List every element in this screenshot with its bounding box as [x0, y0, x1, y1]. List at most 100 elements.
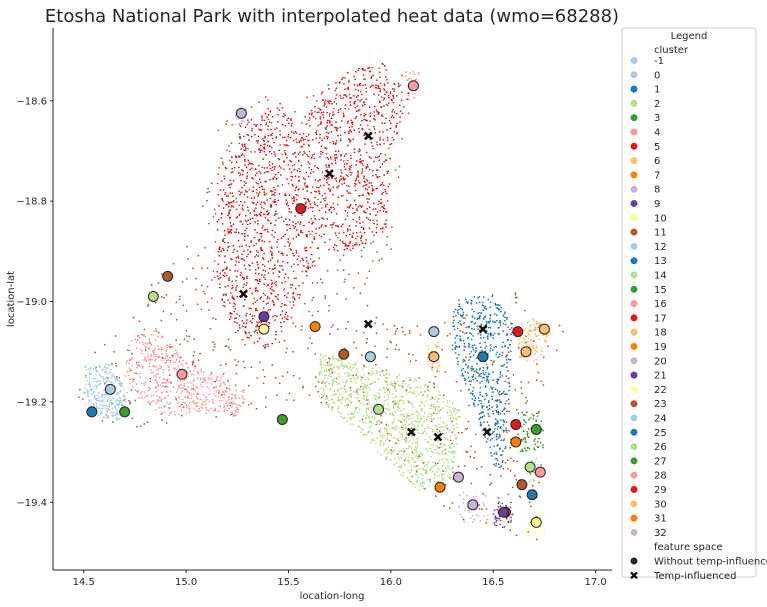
observation-point: [324, 295, 327, 297]
observation-point: [525, 327, 527, 329]
observation-point: [183, 382, 186, 385]
observation-point: [475, 349, 478, 352]
observation-point: [186, 389, 189, 391]
observation-point: [420, 407, 423, 410]
observation-point: [289, 301, 292, 303]
observation-point: [283, 288, 286, 291]
observation-point: [143, 359, 145, 361]
observation-point: [347, 86, 350, 89]
observation-point: [397, 176, 400, 179]
observation-point: [296, 141, 298, 144]
observation-point: [394, 399, 397, 401]
observation-point: [319, 116, 322, 118]
observation-point: [265, 122, 268, 124]
observation-point: [268, 145, 271, 148]
observation-point: [160, 399, 163, 402]
observation-point: [242, 360, 245, 363]
observation-point: [484, 315, 487, 317]
observation-point: [365, 211, 367, 214]
observation-point: [218, 379, 221, 382]
observation-point: [97, 394, 100, 397]
observation-point: [381, 436, 384, 439]
observation-point: [188, 335, 191, 338]
observation-point: [118, 376, 121, 379]
observation-point: [99, 403, 102, 406]
observation-point: [477, 372, 480, 375]
observation-point: [262, 307, 265, 310]
observation-point: [514, 292, 517, 294]
observation-point: [331, 398, 334, 401]
observation-point: [388, 439, 391, 442]
observation-point: [316, 247, 319, 250]
observation-point: [108, 409, 111, 411]
observation-point: [157, 400, 159, 403]
observation-point: [107, 400, 109, 403]
observation-point: [328, 112, 331, 115]
observation-point: [137, 335, 139, 337]
observation-point: [285, 223, 288, 226]
observation-point: [94, 394, 96, 397]
observation-point: [513, 474, 516, 477]
observation-point: [382, 191, 384, 194]
observation-point: [253, 331, 256, 333]
observation-point: [301, 214, 303, 217]
observation-point: [422, 480, 425, 483]
cluster-27-points: [517, 411, 544, 453]
observation-point: [431, 396, 434, 399]
observation-point: [479, 386, 482, 389]
observation-point: [308, 230, 310, 233]
observation-point: [425, 472, 427, 475]
observation-point: [293, 298, 296, 301]
observation-point: [498, 399, 501, 401]
observation-point: [335, 154, 338, 156]
observation-point: [175, 351, 178, 354]
observation-point: [416, 421, 419, 424]
observation-point: [456, 327, 459, 330]
plot-area: [77, 62, 564, 541]
observation-point: [313, 153, 316, 155]
observation-point: [357, 174, 360, 176]
observation-point: [231, 393, 234, 396]
observation-point: [161, 359, 164, 361]
observation-point: [443, 425, 446, 428]
observation-point: [535, 335, 538, 338]
observation-point: [436, 409, 439, 412]
observation-point: [379, 166, 382, 169]
observation-point: [457, 321, 460, 324]
observation-point: [174, 352, 177, 355]
observation-point: [162, 385, 165, 387]
observation-point: [384, 154, 387, 156]
observation-point: [206, 191, 208, 194]
observation-point: [386, 78, 388, 81]
observation-point: [475, 370, 477, 372]
observation-point: [540, 380, 543, 383]
observation-point: [409, 471, 412, 474]
observation-point: [368, 270, 371, 273]
observation-point: [386, 200, 389, 202]
observation-point: [279, 102, 281, 105]
observation-point: [232, 244, 235, 247]
observation-point: [508, 389, 510, 392]
observation-point: [327, 136, 329, 139]
observation-point: [488, 407, 491, 410]
observation-point: [196, 396, 198, 399]
observation-point: [368, 155, 371, 158]
observation-point: [344, 388, 347, 391]
observation-point: [429, 350, 432, 353]
observation-point: [419, 484, 422, 487]
observation-point: [235, 275, 238, 278]
observation-point: [465, 356, 467, 359]
observation-point: [165, 353, 168, 356]
observation-point: [357, 206, 360, 208]
observation-point: [378, 389, 381, 391]
observation-point: [549, 332, 551, 334]
observation-point: [208, 400, 211, 403]
observation-point: [325, 403, 328, 406]
observation-point: [232, 195, 234, 198]
observation-point: [370, 75, 373, 78]
observation-point: [266, 218, 269, 221]
observation-point: [179, 384, 182, 386]
observation-point: [262, 300, 265, 303]
observation-point: [389, 122, 392, 124]
